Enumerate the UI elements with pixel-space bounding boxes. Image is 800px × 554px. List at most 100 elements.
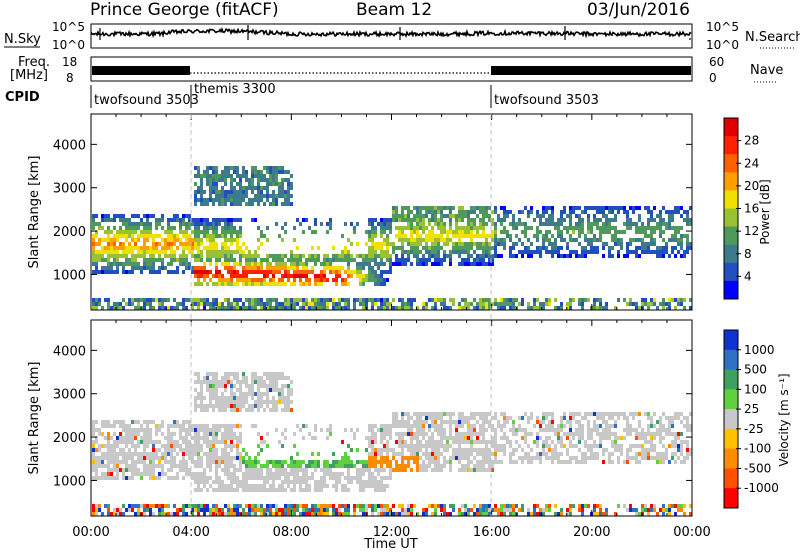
velocity-cell — [431, 412, 434, 416]
power-cell — [581, 210, 584, 214]
power-cell — [371, 226, 374, 230]
velocity-cell — [101, 420, 104, 424]
power-cell — [320, 278, 323, 282]
velocity-cell — [389, 472, 392, 476]
velocity-cell — [413, 436, 416, 440]
power-cell — [656, 254, 659, 258]
power-cell — [224, 222, 227, 226]
power-cell — [203, 270, 206, 274]
power-cell — [227, 190, 230, 194]
velocity-cell — [173, 432, 176, 436]
power-cell — [437, 298, 440, 302]
power-cell — [608, 250, 611, 254]
power-cell — [188, 218, 191, 222]
power-cell — [536, 298, 539, 302]
power-cell — [359, 254, 362, 258]
power-cell — [227, 270, 230, 274]
velocity-cell — [374, 468, 377, 472]
power-cell — [248, 270, 251, 274]
power-cell — [119, 242, 122, 246]
power-cell — [116, 246, 119, 250]
power-cell — [659, 250, 662, 254]
velocity-cell — [548, 412, 551, 416]
velocity-cell — [206, 428, 209, 432]
power-cell — [233, 218, 236, 222]
power-cell — [281, 186, 284, 190]
power-cell — [446, 238, 449, 242]
power-cell — [206, 178, 209, 182]
velocity-cell — [536, 416, 539, 420]
velocity-cell — [272, 372, 275, 376]
velocity-cell — [395, 464, 398, 468]
velocity-cell — [158, 464, 161, 468]
velocity-cell — [413, 432, 416, 436]
velocity-cell — [419, 444, 422, 448]
power-cell — [548, 218, 551, 222]
power-cell — [647, 302, 650, 306]
power-cell — [155, 226, 158, 230]
velocity-cell — [221, 452, 224, 456]
power-cell — [248, 266, 251, 270]
power-cell — [401, 258, 404, 262]
power-cell — [614, 206, 617, 210]
velocity-cell — [107, 436, 110, 440]
power-cell — [527, 306, 530, 310]
velocity-cell — [608, 432, 611, 436]
power-cell — [494, 238, 497, 242]
velocity-cell — [419, 468, 422, 472]
velocity-cell — [233, 480, 236, 484]
velocity-cell — [638, 436, 641, 440]
power-cell — [404, 238, 407, 242]
velocity-cell — [170, 468, 173, 472]
power-cell — [323, 254, 326, 258]
velocity-cell — [416, 424, 419, 428]
power-cell — [377, 262, 380, 266]
velocity-cell — [224, 444, 227, 448]
power-cell — [425, 214, 428, 218]
power-cell — [281, 254, 284, 258]
velocity-cell — [221, 440, 224, 444]
power-cell — [377, 254, 380, 258]
power-cell — [95, 298, 98, 302]
power-cell — [278, 258, 281, 262]
power-cell — [548, 238, 551, 242]
velocity-cell — [164, 504, 167, 508]
velocity-cell — [407, 412, 410, 416]
velocity-cell — [146, 440, 149, 444]
power-cell — [401, 250, 404, 254]
power-cell — [287, 270, 290, 274]
velocity-cell — [545, 436, 548, 440]
power-cell — [668, 210, 671, 214]
velocity-cell — [287, 476, 290, 480]
velocity-cell — [440, 424, 443, 428]
velocity-cell — [647, 448, 650, 452]
power-cell — [149, 246, 152, 250]
power-cell — [398, 214, 401, 218]
power-cell — [425, 242, 428, 246]
power-cell — [632, 206, 635, 210]
power-cell — [569, 210, 572, 214]
power-cell — [155, 298, 158, 302]
power-cell — [410, 306, 413, 310]
power-cell — [419, 222, 422, 226]
velocity-cell — [653, 456, 656, 460]
velocity-cell — [536, 432, 539, 436]
velocity-cell — [233, 436, 236, 440]
velocity-cell — [497, 460, 500, 464]
velocity-cell — [455, 428, 458, 432]
power-cell — [485, 222, 488, 226]
power-cell — [593, 246, 596, 250]
power-cell — [341, 306, 344, 310]
velocity-cell — [386, 460, 389, 464]
power-cell — [404, 214, 407, 218]
power-cell — [305, 266, 308, 270]
power-cell — [416, 242, 419, 246]
velocity-cell — [416, 448, 419, 452]
velocity-cell — [218, 460, 221, 464]
velocity-cell — [248, 404, 251, 408]
velocity-cell — [236, 488, 239, 492]
power-cell — [326, 302, 329, 306]
velocity-cell — [281, 396, 284, 400]
velocity-cell — [326, 460, 329, 464]
velocity-cell — [221, 456, 224, 460]
